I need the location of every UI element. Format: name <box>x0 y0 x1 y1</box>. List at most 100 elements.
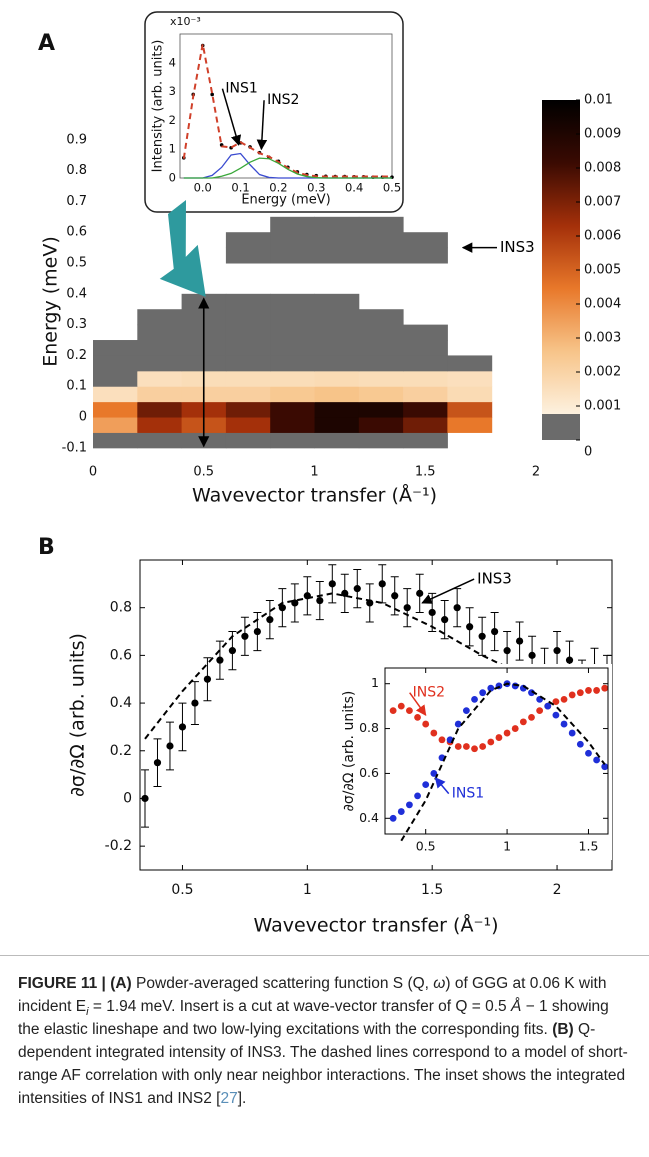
data-point <box>191 699 199 707</box>
data-point <box>389 707 397 715</box>
data-point <box>491 627 499 636</box>
data-point <box>210 92 214 97</box>
data-point <box>391 592 399 600</box>
y-tick-label: 0.9 <box>66 132 87 147</box>
data-point <box>397 702 405 710</box>
y-axis-label: ∂σ/∂Ω (arb. units) <box>67 633 89 797</box>
heatmap-cell <box>358 355 404 372</box>
x-tick-label: 0.2 <box>269 181 287 195</box>
y-tick-label: 0.6 <box>110 647 132 663</box>
heatmap-cell <box>403 340 448 356</box>
panel-label: B <box>38 535 55 560</box>
data-point <box>406 707 413 715</box>
heatmap-cell <box>314 293 360 310</box>
y-tick-label: 0.4 <box>66 286 87 301</box>
pointer-arrow <box>159 200 206 297</box>
heatmap-cell <box>358 324 404 341</box>
annotation-arrow <box>256 100 268 151</box>
heatmap-cell <box>403 432 448 449</box>
data-point <box>576 689 584 697</box>
data-point <box>560 720 568 728</box>
data-point <box>601 763 609 771</box>
heatmap-cell <box>314 401 360 418</box>
heatmap-cell <box>270 386 315 403</box>
heatmap-cell <box>93 340 138 356</box>
data-point <box>585 687 592 694</box>
y-tick-label: 0.8 <box>110 600 132 616</box>
y-tick-label: 4 <box>169 55 176 69</box>
heatmap-cell <box>225 309 271 326</box>
y-tick-label: 1 <box>169 142 176 156</box>
data-point <box>585 749 592 757</box>
heatmap-cell <box>137 432 183 449</box>
caption-text: FIGURE 11 | <box>18 975 111 992</box>
x-tick-label: 1 <box>310 465 318 480</box>
data-point <box>406 801 413 809</box>
caption-text: (A) <box>110 975 132 992</box>
plot-frame <box>384 667 609 835</box>
y-tick-label: 1 <box>371 675 379 690</box>
heatmap-cell <box>93 386 138 403</box>
heatmap-cell <box>137 324 183 341</box>
heatmap-cell <box>403 386 448 403</box>
caption-text: ω <box>433 975 446 992</box>
heatmap-cell <box>314 432 360 449</box>
heatmap-cell <box>93 417 138 433</box>
y-tick-label: 0.5 <box>66 256 87 271</box>
x-tick-label: 0.3 <box>307 181 325 195</box>
data-point <box>479 743 487 750</box>
heatmap-cell <box>358 247 404 264</box>
data-point <box>416 589 424 597</box>
y-tick-label: -0.2 <box>105 838 132 854</box>
data-point <box>478 632 486 640</box>
data-point <box>515 637 524 645</box>
heatmap-cell <box>403 370 448 387</box>
heatmap-cell <box>358 417 404 433</box>
data-point <box>378 580 386 588</box>
data-point <box>528 713 535 721</box>
x-axis-label: Wavevector transfer (Å⁻¹) <box>192 484 437 507</box>
heatmap-cell <box>225 293 271 310</box>
data-point <box>462 743 470 750</box>
data-point <box>576 740 584 748</box>
y-tick-label: 2 <box>169 113 176 127</box>
x-tick-label: 2 <box>553 882 562 898</box>
heatmap-cell <box>314 370 360 387</box>
heatmap-cell <box>93 401 138 418</box>
colorbar-tick-label: 0.006 <box>584 229 621 244</box>
caption: FIGURE 11 | (A) Powder-averaged scatteri… <box>18 972 632 1110</box>
y-tick-label: 0 <box>79 410 87 425</box>
heatmap-cell <box>447 355 493 372</box>
caption-text: = 1.94 meV. Insert is a cut at wave-vect… <box>88 998 511 1015</box>
heatmap-cell <box>137 309 183 326</box>
inset-box <box>144 11 404 213</box>
data-point <box>593 687 601 694</box>
y-tick-label: 0.2 <box>110 743 132 759</box>
heatmap-cell <box>314 232 360 249</box>
data-point <box>430 770 438 777</box>
colorbar-tick-label: 0 <box>584 445 592 460</box>
caption-text: 27 <box>220 1090 238 1107</box>
x-tick-label: 2 <box>532 465 540 480</box>
heatmap-cell <box>225 370 271 387</box>
x-tick-label: 1 <box>503 839 511 854</box>
data-point <box>438 736 446 744</box>
x-tick-label: 0.0 <box>194 181 212 195</box>
y-tick-label: 0.6 <box>66 225 87 240</box>
fit-line <box>400 682 606 842</box>
fit-line <box>182 43 392 178</box>
heatmap-cell <box>270 247 315 264</box>
heatmap-cell <box>93 370 138 387</box>
heatmap-cell <box>225 401 271 418</box>
data-point <box>153 759 162 767</box>
colorbar-tick-label: 0.001 <box>584 399 621 414</box>
data-point <box>403 604 411 612</box>
heatmap-cell <box>314 324 360 341</box>
heatmap-cell <box>358 309 404 326</box>
heatmap-cell <box>270 355 315 372</box>
annotation: INS2 <box>267 92 299 108</box>
colorbar-tick-label: 0.007 <box>584 195 621 210</box>
heatmap-cell <box>403 247 448 264</box>
caption-text: − 1 showing the elastic lineshape and tw… <box>18 998 609 1038</box>
